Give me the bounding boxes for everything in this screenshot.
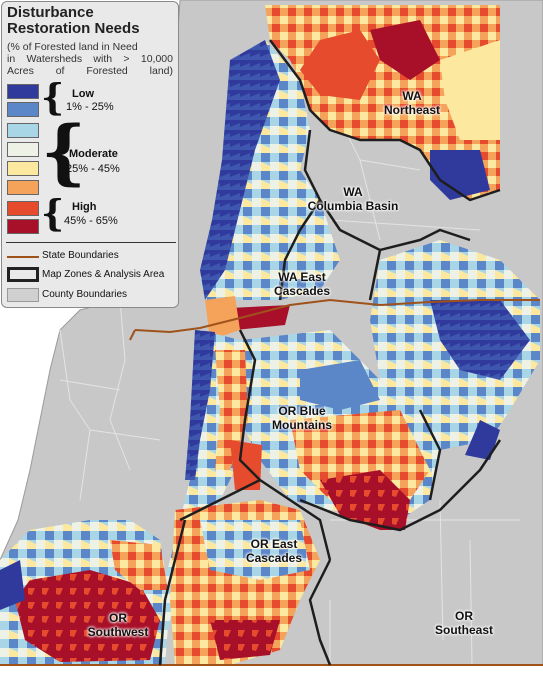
legend-divider (6, 242, 176, 243)
ne-or-blue (430, 300, 530, 380)
legend-subtitle-line: Acres of Forested land) (7, 65, 173, 77)
or-sw-blue (0, 560, 25, 610)
zone-label-wa-east-cascades: WA East Cascades (262, 270, 342, 298)
or-sw-hot (15, 570, 160, 662)
zone-label-line: OR (109, 611, 127, 625)
legend-swatch-moderate-2 (7, 142, 39, 157)
legend-swatch-moderate-4 (7, 180, 39, 195)
legend-title-line: Disturbance (7, 4, 94, 21)
county-boundary-icon (7, 288, 39, 302)
legend-swatch-moderate-1 (7, 123, 39, 138)
or-east-hot (210, 620, 280, 660)
ne-or-blue2 (465, 420, 500, 460)
legend-subtitle-line: (% of Forested land in Need (7, 41, 138, 53)
or-sw-warm (110, 540, 168, 590)
legend-swatch-high-1 (7, 201, 39, 216)
legend-item-state-boundaries: State Boundaries (42, 250, 119, 261)
map-zone-outline-icon (7, 267, 39, 282)
map-zone-outlines (158, 39, 502, 666)
wa-cascades-crest (200, 40, 280, 300)
legend-range-moderate: 25% - 45% (66, 163, 120, 175)
zone-label-line: Southwest (87, 625, 149, 639)
or-spine-warm (215, 350, 248, 470)
legend-swatch-high-2 (7, 219, 39, 234)
wa-ne-red (300, 30, 380, 100)
or-east-mix (200, 520, 310, 580)
legend-class-moderate: Moderate (69, 148, 118, 160)
wa-east-cascades-watersheds (200, 40, 340, 310)
zone-label-line: Northeast (383, 103, 440, 117)
legend-brace-high: { (41, 193, 65, 235)
zone-label-or-southeast: OR Southeast (424, 609, 504, 637)
legend-item-county-boundaries: County Boundaries (42, 289, 128, 300)
wa-ne-blue (430, 150, 490, 200)
zone-label-line: WA East (278, 270, 326, 284)
zone-label-line: OR Blue (278, 404, 326, 418)
zone-label-line: Cascades (245, 551, 303, 565)
legend-brace-low: { (41, 77, 65, 119)
legend-subtitle: (% of Forested land in Need in Watershed… (7, 41, 173, 77)
zone-label-or-southwest: OR Southwest (78, 611, 158, 639)
legend-brace-moderate: { (41, 110, 87, 193)
zone-label-line: Cascades (273, 284, 331, 298)
wa-ne-dark (370, 20, 440, 80)
legend-title-line: Restoration Needs (7, 20, 140, 37)
legend-range-high: 45% - 65% (64, 215, 118, 227)
zone-label-line: Mountains (272, 418, 332, 432)
legend-title: Disturbance Restoration Needs (7, 5, 177, 37)
zone-label-wa-columbia-basin: WA Columbia Basin (298, 185, 408, 213)
or-blue-north-blue (300, 360, 380, 410)
legend-item-map-zones: Map Zones & Analysis Area (42, 269, 165, 280)
state-boundary-icon (7, 256, 39, 258)
zone-label-line: WA (402, 89, 422, 103)
state-boundary-west (129, 329, 136, 341)
zone-label-line: Columbia Basin (307, 199, 399, 213)
legend-swatch-moderate-3 (7, 161, 39, 176)
wa-ne-light (440, 40, 500, 140)
zone-label-line: OR East (250, 537, 298, 551)
legend-class-high: High (72, 201, 97, 213)
zone-label-or-blue-mountains: OR Blue Mountains (262, 404, 342, 432)
zone-label-line: Southeast (434, 623, 493, 637)
legend-subtitle-line: in Watersheds with > 10,000 (7, 53, 173, 65)
or-spine-blue (185, 330, 215, 480)
or-blue-hot (320, 470, 410, 530)
state-boundary-line (134, 298, 540, 334)
zone-label-or-east-cascades: OR East Cascades (234, 537, 314, 565)
zone-label-line: OR (455, 609, 473, 623)
wa-east-hotspot (230, 305, 290, 330)
wa-east-warm (205, 296, 240, 340)
zone-label-wa-northeast: WA Northeast (372, 89, 452, 117)
map-legend: Disturbance Restoration Needs (% of Fore… (1, 1, 179, 308)
legend-swatch-low-light (7, 102, 39, 117)
legend-swatch-low-dark (7, 84, 39, 99)
legend-class-low: Low (72, 88, 94, 100)
zone-label-line: WA (343, 185, 363, 199)
or-blue-warm (290, 410, 430, 500)
legend-range-low: 1% - 25% (66, 101, 114, 113)
